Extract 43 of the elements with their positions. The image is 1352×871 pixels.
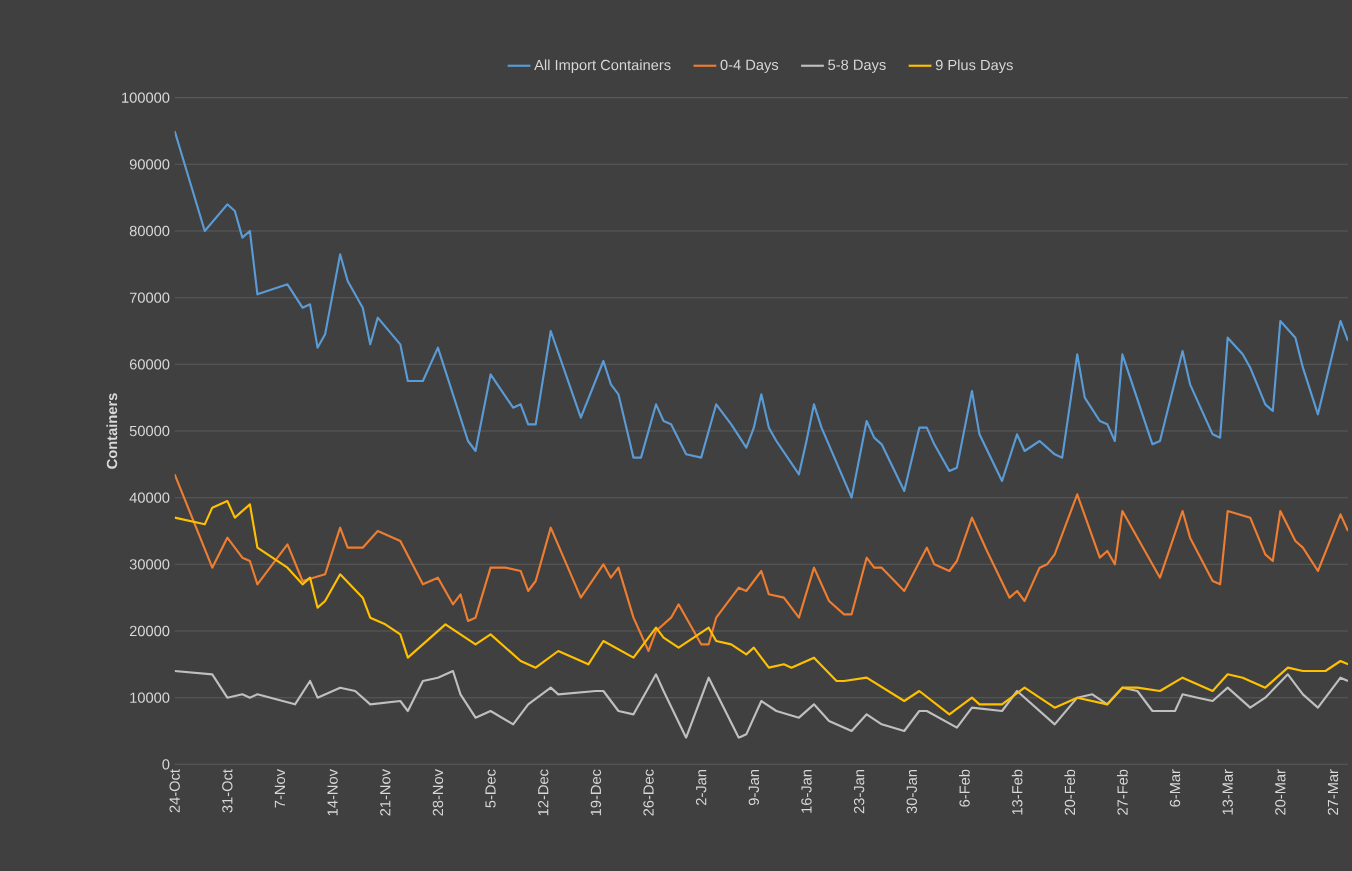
line-series bbox=[174, 669, 1349, 739]
x-tick-label: 16-Jan bbox=[801, 770, 812, 813]
y-tick-label: 10000 bbox=[130, 692, 170, 703]
x-tick-label: 31-Oct bbox=[222, 769, 233, 813]
y-tick-label: 100000 bbox=[122, 92, 170, 103]
x-tick-label: 14-Nov bbox=[327, 769, 338, 816]
x-tick-label: 13-Mar bbox=[1222, 769, 1233, 815]
y-tick-label: 20000 bbox=[129, 625, 170, 637]
y-tick-label: 80000 bbox=[129, 225, 170, 237]
x-tick-label: 26-Dec bbox=[643, 769, 654, 816]
y-tick-label: 30000 bbox=[129, 559, 170, 570]
x-tick-label: 21-Nov bbox=[380, 769, 391, 816]
x-tick-label: 5-Dec bbox=[485, 769, 496, 808]
x-tick-label: 20-Mar bbox=[1275, 769, 1286, 815]
y-tick-label: 50000 bbox=[129, 425, 170, 437]
y-tick-label: 0 bbox=[162, 759, 170, 770]
x-tick-label: 6-Mar bbox=[1169, 769, 1181, 807]
x-tick-label: 2-Jan bbox=[696, 770, 707, 805]
x-tick-label: 12-Dec bbox=[538, 769, 549, 816]
legend-label: 5-8 Days bbox=[828, 59, 886, 73]
legend-label: All Import Containers bbox=[534, 59, 671, 74]
x-tick-label: 13-Feb bbox=[1011, 769, 1023, 815]
line-series bbox=[174, 473, 1349, 653]
x-tick-label: 7-Nov bbox=[274, 769, 286, 808]
y-tick-label: 40000 bbox=[129, 492, 170, 503]
y-axis-title: Containers bbox=[106, 393, 118, 469]
x-tick-label: 20-Feb bbox=[1064, 769, 1076, 815]
y-tick-label: 70000 bbox=[129, 292, 170, 303]
x-tick-label: 28-Nov bbox=[432, 769, 444, 816]
x-tick-label: 23-Jan bbox=[853, 770, 865, 814]
x-tick-label: 27-Mar bbox=[1327, 769, 1339, 815]
x-tick-label: 24-Oct bbox=[169, 769, 180, 813]
legend-label: 0-4 Days bbox=[720, 59, 779, 73]
x-tick-label: 27-Feb bbox=[1116, 769, 1128, 815]
x-tick-label: 6-Feb bbox=[959, 769, 970, 807]
y-tick-label: 60000 bbox=[129, 359, 170, 370]
line-series bbox=[174, 499, 1349, 716]
x-tick-label: 9-Jan bbox=[748, 770, 760, 806]
x-tick-label: 19-Dec bbox=[590, 769, 602, 816]
y-tick-label: 90000 bbox=[129, 159, 170, 170]
line-series bbox=[174, 129, 1349, 499]
legend-label: 9 Plus Days bbox=[935, 59, 1013, 74]
x-tick-label: 30-Jan bbox=[906, 770, 917, 814]
